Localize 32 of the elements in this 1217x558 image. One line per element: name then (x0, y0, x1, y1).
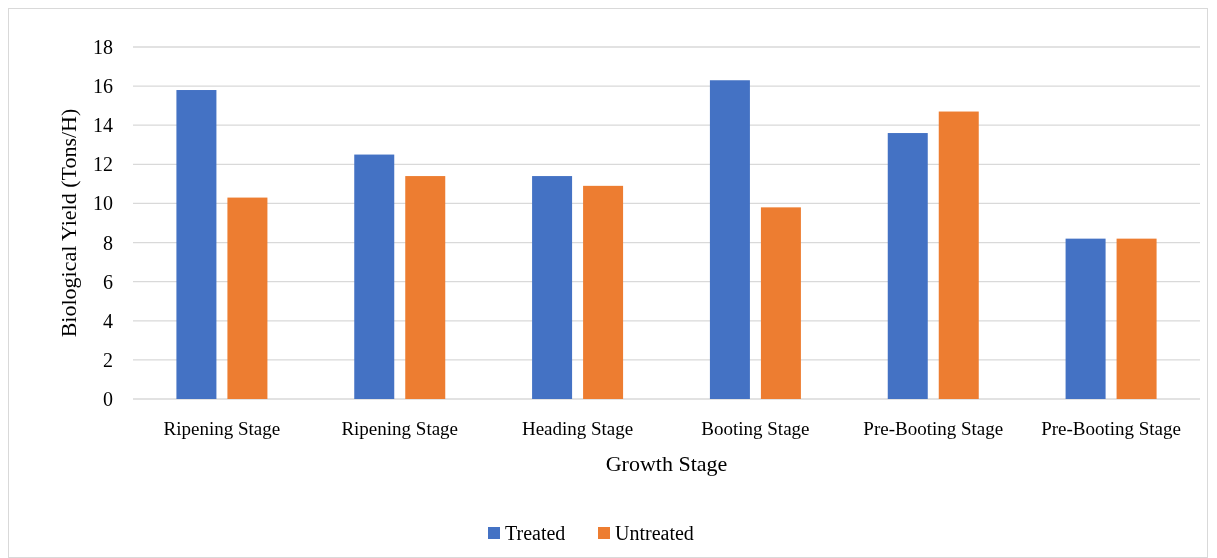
y-tick-label: 2 (103, 348, 113, 371)
x-tick-label: Ripening Stage (163, 418, 281, 439)
bar (532, 176, 573, 399)
bar (583, 185, 624, 399)
x-tick-label: Heading Stage (521, 418, 634, 439)
bar (405, 176, 446, 399)
y-tick-label: 6 (103, 270, 113, 293)
bar (1065, 238, 1106, 399)
bar (176, 90, 217, 399)
y-tick-label: 12 (93, 153, 113, 176)
y-tick-label: 14 (93, 114, 113, 137)
legend-label: Treated (505, 522, 566, 544)
y-tick-label: 8 (103, 231, 113, 254)
legend-label: Untreated (615, 522, 694, 544)
bar (887, 133, 928, 399)
y-tick-label: 16 (93, 75, 113, 98)
bar (227, 197, 268, 399)
bar (938, 111, 979, 399)
x-axis-title: Growth Stage (605, 451, 728, 476)
y-tick-label: 4 (103, 309, 113, 332)
bar (1116, 238, 1157, 399)
bar (354, 154, 395, 399)
x-tick-label: Pre-Booting Stage (1041, 418, 1182, 439)
x-tick-label: Ripening Stage (341, 418, 459, 439)
y-tick-label: 18 (93, 36, 113, 58)
y-tick-label: 0 (103, 388, 113, 410)
y-axis-title: Biological Yield (Tons/H) (56, 108, 81, 338)
y-tick-label: 10 (93, 192, 113, 215)
bar (709, 80, 750, 399)
x-tick-label: Booting Stage (701, 418, 810, 439)
bar (760, 207, 801, 399)
x-tick-label: Pre-Booting Stage (863, 418, 1004, 439)
